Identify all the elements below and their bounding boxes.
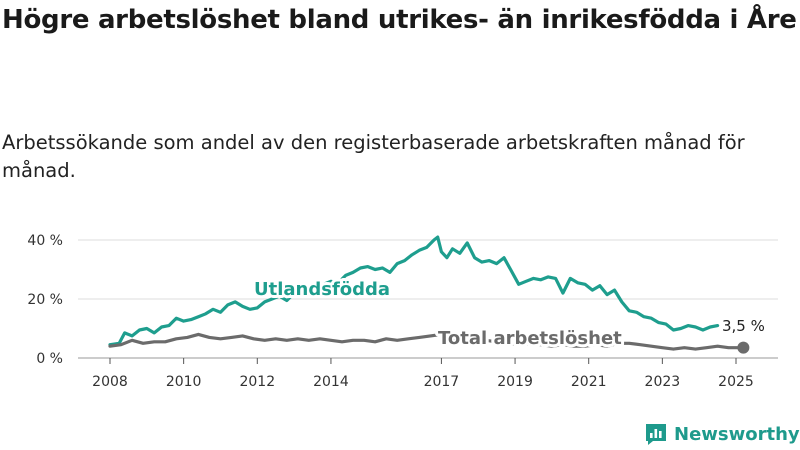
x-tick-label: 2017	[424, 374, 460, 390]
y-axis: 0 % 20 % 40 %	[27, 233, 63, 367]
end-point-marker	[737, 341, 750, 354]
y-tick-label: 40 %	[27, 233, 63, 249]
series-line-total	[108, 332, 745, 351]
series-label-foreign-born: Utlandsfödda	[254, 279, 390, 300]
brand-name: Newsworthy	[674, 423, 800, 445]
series-labels: Utlandsfödda Total arbetslöshet 3,5 %	[251, 276, 767, 354]
x-tick-label: 2008	[92, 374, 128, 390]
y-tick-label: 20 %	[27, 292, 63, 308]
x-tick-label: 2023	[645, 374, 681, 390]
chart-title: Högre arbetslöshet bland utrikes- än inr…	[2, 5, 797, 35]
series-line-foreign_born	[108, 235, 720, 347]
end-value-label: 3,5 %	[722, 317, 765, 335]
series-group	[108, 235, 745, 351]
grid	[78, 239, 778, 359]
x-tick-label: 2010	[166, 374, 202, 390]
newsworthy-logo-icon	[646, 424, 666, 445]
x-tick-label: 2019	[497, 374, 533, 390]
x-tick-label: 2025	[718, 374, 754, 390]
x-tick-label: 2021	[571, 374, 607, 390]
brand-logo: Newsworthy	[644, 419, 800, 449]
chart-subtitle: Arbetssökande som andel av den registerb…	[2, 131, 745, 182]
x-tick-label: 2014	[313, 374, 349, 390]
x-axis: 2008 2010 2012 2014 2017 2019 2021 2023 2025	[92, 358, 754, 390]
x-tick-label: 2012	[239, 374, 275, 390]
y-tick-label: 0 %	[36, 351, 63, 367]
series-label-total: Total arbetslöshet	[438, 328, 622, 349]
